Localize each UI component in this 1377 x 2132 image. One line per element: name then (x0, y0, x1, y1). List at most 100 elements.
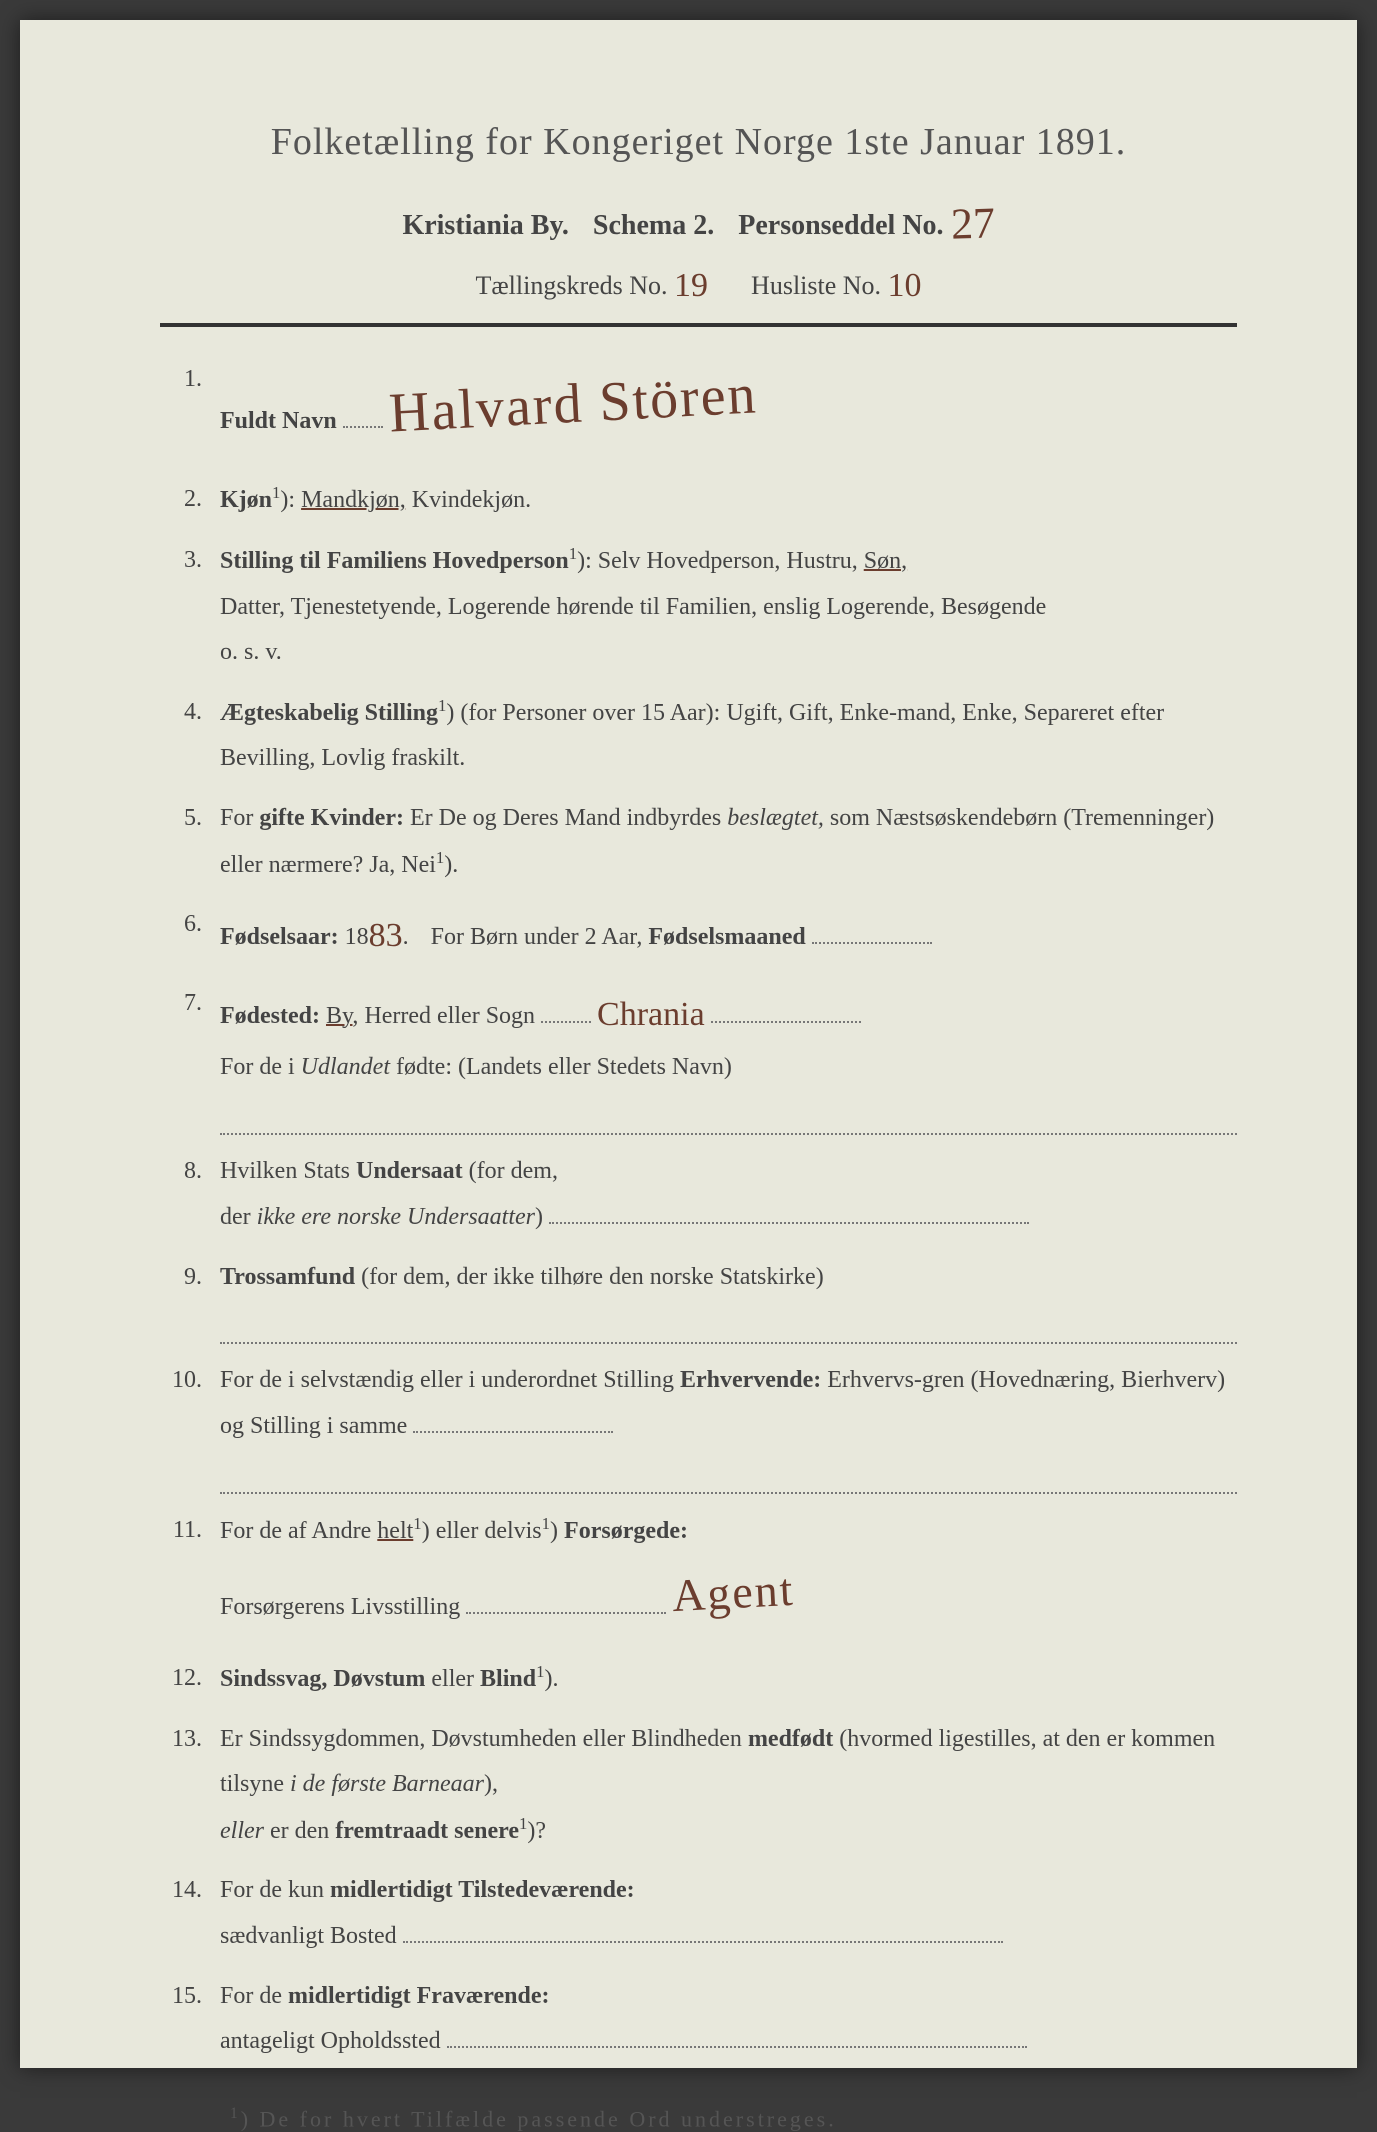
city-label: Kristiania By. (402, 210, 568, 241)
aegteskab-label: Ægteskabelig Stilling (220, 700, 438, 726)
fodested-udlandet: Udlandet (301, 1054, 390, 1080)
medfodt-text-a: Er Sindssygdommen, Døvstumheden eller Bl… (220, 1726, 742, 1752)
undersaat-text-b: (for dem, (469, 1158, 558, 1184)
fremtraadt-label: fremtraadt senere (335, 1818, 519, 1844)
item-number: 3. (160, 538, 220, 676)
item-8: 8. Hvilken Stats Undersaat (for dem, der… (160, 1149, 1237, 1240)
fodselsmaaned-label: Fødselsmaaned (648, 924, 805, 950)
fodested-label: Fødested: (220, 1003, 320, 1029)
divider (160, 323, 1237, 327)
forsorgede-helt: helt (377, 1518, 413, 1544)
erhvervende-label: Erhvervende: (680, 1367, 821, 1393)
sindssvag-eller: eller (431, 1666, 474, 1692)
fodselsaar-value: 83 (369, 904, 403, 969)
trossamfund-text: (for dem, der ikke tilhøre den norske St… (361, 1264, 824, 1290)
fodselsaar-label: Fødselsaar: (220, 924, 339, 950)
item-number: 4. (160, 690, 220, 782)
erhvervende-text-a: For de i selvstændig eller i underordnet… (220, 1367, 674, 1393)
personseddel-label: Personseddel No. (738, 210, 943, 241)
medfodt-text-c: ), (484, 1771, 498, 1797)
tellingskreds-label: Tællingskreds No. (475, 271, 667, 300)
tilstede-text-b: sædvanligt Bosted (220, 1923, 397, 1949)
footnote: 1) De for hvert Tilfælde passende Ord un… (160, 2105, 1237, 2132)
fuldt-navn-value: Halvard Stören (386, 341, 760, 467)
item-number: 9. (160, 1255, 220, 1345)
born-under-2: For Børn under 2 Aar, (431, 924, 643, 950)
gifte-for: For (220, 805, 253, 831)
stilling-son: Søn, (864, 548, 907, 574)
item-12: 12. Sindssvag, Døvstum eller Blind1). (160, 1656, 1237, 1703)
sindssvag-label: Sindssvag, Døvstum (220, 1666, 425, 1692)
gifte-beslaegtet: beslægtet, (727, 805, 824, 831)
fodested-text-b: For de i (220, 1054, 295, 1080)
trossamfund-label: Trossamfund (220, 1264, 355, 1290)
husliste-label: Husliste No. (751, 271, 881, 300)
tilstede-label: midlertidigt Tilstedeværende: (330, 1877, 635, 1903)
forsorgede-text-a: For de af Andre (220, 1518, 371, 1544)
stilling-text-a: Selv Hovedperson, Hustru, (598, 548, 858, 574)
footnote-ref: 1 (413, 1514, 421, 1533)
forsorgede-value: Agent (670, 1546, 797, 1640)
blind-label: Blind (480, 1666, 536, 1692)
forsorgede-text-c: Forsørgerens Livsstilling (220, 1594, 460, 1620)
footnote-ref: 1 (569, 544, 577, 563)
item-10: 10. For de i selvstændig eller i underor… (160, 1358, 1237, 1494)
fodested-text-c: fødte: (Landets eller Stedets Navn) (396, 1054, 732, 1080)
forsorgede-label: Forsørgede: (564, 1518, 688, 1544)
item-number: 12. (160, 1656, 220, 1703)
item-3: 3. Stilling til Familiens Hovedperson1):… (160, 538, 1237, 676)
gifte-text-a: Er De og Deres Mand indbyrdes (410, 805, 721, 831)
item-number: 5. (160, 796, 220, 888)
gifte-kvinder-label: gifte Kvinder: (259, 805, 404, 831)
fodested-herred: Herred eller Sogn (364, 1003, 535, 1029)
item-4: 4. Ægteskabelig Stilling1) (for Personer… (160, 690, 1237, 782)
item-number: 14. (160, 1868, 220, 1959)
footnote-ref: 1 (519, 1814, 527, 1833)
item-number: 13. (160, 1717, 220, 1855)
tellingskreds-no-value: 19 (674, 267, 708, 305)
medfodt-eller: eller (220, 1818, 264, 1844)
undersaat-label: Undersaat (356, 1158, 463, 1184)
item-7: 7. Fødested: By, Herred eller Sogn Chran… (160, 981, 1237, 1136)
item-number: 11. (160, 1508, 220, 1642)
header-line-2: Tællingskreds No. 19 Husliste No. 10 (160, 265, 1237, 303)
item-15: 15. For de midlertidigt Fraværende: anta… (160, 1974, 1237, 2065)
page-title: Folketælling for Kongeriget Norge 1ste J… (160, 120, 1237, 164)
footnote-text: De for hvert Tilfælde passende Ord under… (260, 2106, 837, 2131)
item-number: 1. (160, 357, 220, 463)
tilstede-text-a: For de kun (220, 1877, 324, 1903)
stilling-text-b: Datter, Tjenestetyende, Logerende hørend… (220, 594, 1046, 620)
undersaat-em: ikke ere norske Undersaatter (257, 1204, 535, 1230)
footnote-ref: 1 (438, 696, 446, 715)
item-number: 15. (160, 1974, 220, 2065)
fodested-by: By, (326, 1003, 358, 1029)
kjon-label: Kjøn (220, 487, 272, 513)
fravaer-label: midlertidigt Fraværende: (288, 1983, 550, 2009)
fravaer-text-b: antageligt Opholdssted (220, 2028, 441, 2054)
stilling-label: Stilling til Familiens Hovedperson (220, 548, 569, 574)
footnote-ref: 1 (536, 1662, 544, 1681)
item-13: 13. Er Sindssygdommen, Døvstumheden elle… (160, 1717, 1237, 1855)
undersaat-text-c: der (220, 1204, 251, 1230)
item-2: 2. Kjøn1): Mandkjøn, Kvindekjøn. (160, 477, 1237, 524)
item-number: 6. (160, 902, 220, 967)
kjon-mandkjon: Mandkjøn, (301, 487, 406, 513)
kjon-kvindekjon: Kvindekjøn. (412, 487, 531, 513)
undersaat-text-a: Hvilken Stats (220, 1158, 350, 1184)
item-5: 5. For gifte Kvinder: Er De og Deres Man… (160, 796, 1237, 888)
header-line-1: Kristiania By. Schema 2. Personseddel No… (160, 194, 1237, 245)
item-6: 6. Fødselsaar: 1883. For Børn under 2 Aa… (160, 902, 1237, 967)
item-number: 2. (160, 477, 220, 524)
forsorgede-text-b: eller delvis (436, 1518, 542, 1544)
item-14: 14. For de kun midlertidigt Tilstedevære… (160, 1868, 1237, 1959)
census-form-page: Folketælling for Kongeriget Norge 1ste J… (20, 20, 1357, 2068)
item-1: 1. Fuldt Navn Halvard Stören (160, 357, 1237, 463)
medfodt-label: medfødt (748, 1726, 833, 1752)
medfodt-text-d: er den (270, 1818, 329, 1844)
item-number: 10. (160, 1358, 220, 1494)
fodested-value: Chrania (597, 983, 705, 1048)
footnote-ref: 1 (542, 1514, 550, 1533)
stilling-text-c: o. s. v. (220, 639, 282, 665)
item-number: 7. (160, 981, 220, 1136)
form-items: 1. Fuldt Navn Halvard Stören 2. Kjøn1): … (160, 357, 1237, 2065)
